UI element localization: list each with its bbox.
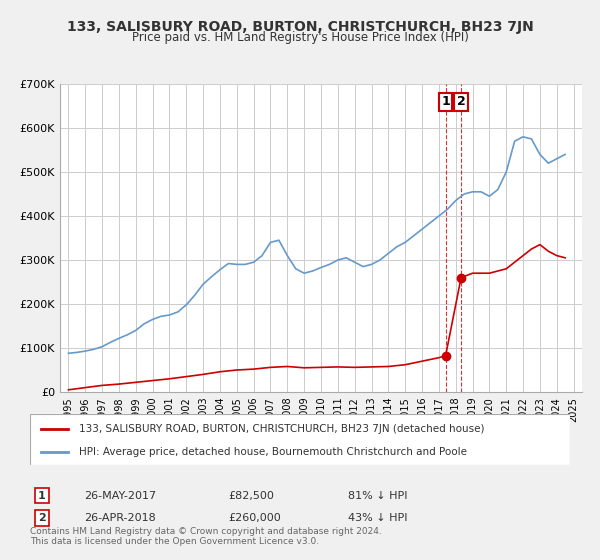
Text: HPI: Average price, detached house, Bournemouth Christchurch and Poole: HPI: Average price, detached house, Bour…	[79, 447, 467, 457]
Text: 2: 2	[38, 513, 46, 523]
Text: 26-MAY-2017: 26-MAY-2017	[84, 491, 156, 501]
FancyBboxPatch shape	[30, 414, 570, 465]
Text: 81% ↓ HPI: 81% ↓ HPI	[348, 491, 407, 501]
Text: 26-APR-2018: 26-APR-2018	[84, 513, 156, 523]
Text: 133, SALISBURY ROAD, BURTON, CHRISTCHURCH, BH23 7JN: 133, SALISBURY ROAD, BURTON, CHRISTCHURC…	[67, 20, 533, 34]
Text: 2: 2	[457, 95, 466, 108]
Text: 1: 1	[38, 491, 46, 501]
Text: Contains HM Land Registry data © Crown copyright and database right 2024.
This d: Contains HM Land Registry data © Crown c…	[30, 526, 382, 546]
Text: £260,000: £260,000	[228, 513, 281, 523]
Text: Price paid vs. HM Land Registry's House Price Index (HPI): Price paid vs. HM Land Registry's House …	[131, 31, 469, 44]
Text: £82,500: £82,500	[228, 491, 274, 501]
Text: 1: 1	[441, 95, 450, 108]
Text: 133, SALISBURY ROAD, BURTON, CHRISTCHURCH, BH23 7JN (detached house): 133, SALISBURY ROAD, BURTON, CHRISTCHURC…	[79, 423, 484, 433]
Text: 43% ↓ HPI: 43% ↓ HPI	[348, 513, 407, 523]
